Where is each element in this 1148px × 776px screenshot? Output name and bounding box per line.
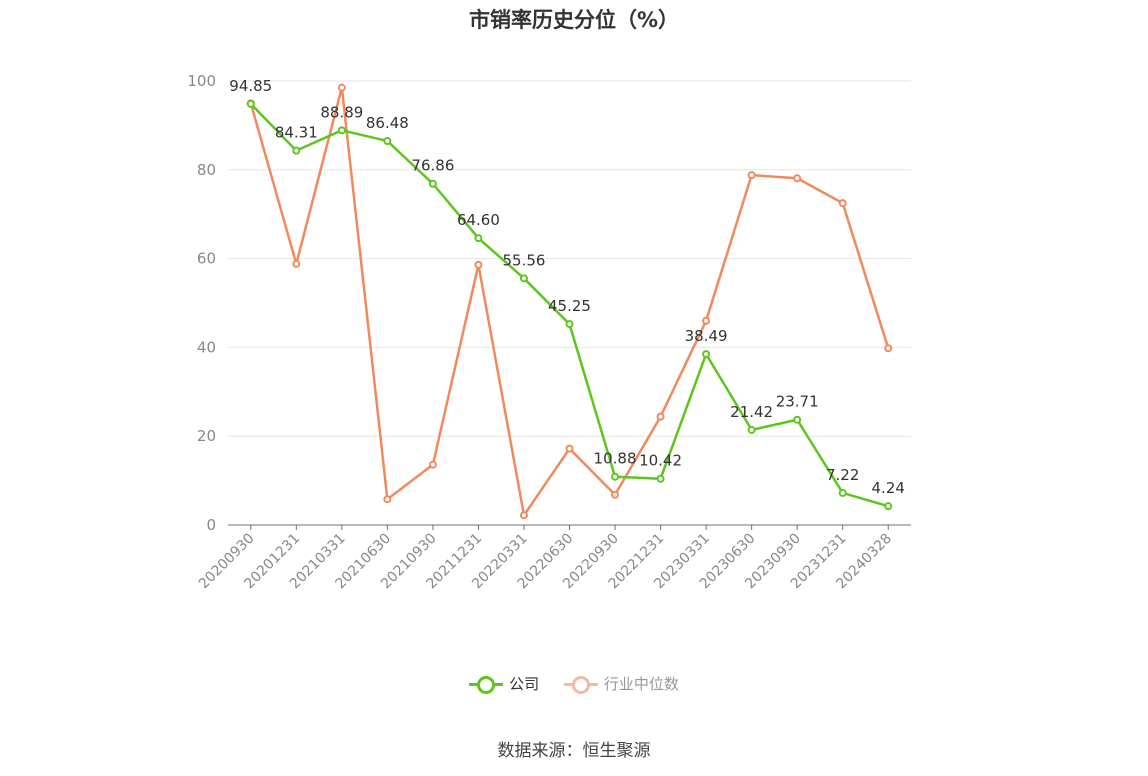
data-point-industry <box>793 174 802 183</box>
data-point-company <box>747 425 756 434</box>
data-point-industry <box>611 490 620 499</box>
data-point-industry <box>292 259 301 268</box>
data-point-industry <box>337 83 346 92</box>
data-point-company <box>884 502 893 511</box>
data-point-industry <box>474 260 483 269</box>
data-label: 84.31 <box>275 124 318 142</box>
data-point-company <box>428 179 437 188</box>
data-label: 38.49 <box>685 327 728 345</box>
data-label: 10.88 <box>594 450 637 468</box>
data-label: 23.71 <box>776 393 819 411</box>
data-point-company <box>292 146 301 155</box>
data-point-industry <box>747 171 756 180</box>
data-label: 45.25 <box>548 297 591 315</box>
data-label: 76.86 <box>411 157 454 175</box>
y-tick-label: 80 <box>197 161 216 179</box>
data-point-company <box>383 137 392 146</box>
legend-industry-label: 行业中位数 <box>603 675 679 693</box>
data-point-company <box>474 234 483 243</box>
legend: 公司 行业中位数 <box>0 673 1148 698</box>
y-tick-label: 60 <box>197 250 216 268</box>
data-label: 10.42 <box>639 452 682 470</box>
data-label: 4.24 <box>872 479 905 497</box>
legend-industry-line-icon <box>563 674 598 694</box>
data-point-company <box>702 350 711 359</box>
y-tick-label: 20 <box>197 427 216 445</box>
data-point-company <box>565 320 574 329</box>
data-label: 21.42 <box>730 403 773 421</box>
legend-item-industry[interactable]: 行业中位数 <box>563 673 679 694</box>
y-tick-label: 40 <box>197 338 216 356</box>
data-label: 55.56 <box>502 251 545 269</box>
data-point-industry <box>838 199 847 208</box>
data-point-industry <box>702 316 711 325</box>
data-label: 86.48 <box>366 114 409 132</box>
chart-title: 市销率历史分位（%） <box>468 8 680 32</box>
data-label: 64.60 <box>457 211 500 229</box>
data-point-company <box>611 472 620 481</box>
data-label: 7.22 <box>826 466 859 484</box>
data-point-company <box>337 126 346 135</box>
data-point-industry <box>383 495 392 504</box>
data-source: 数据来源：恒生聚源 <box>497 741 651 761</box>
y-tick-label: 0 <box>206 516 216 534</box>
data-point-industry <box>519 511 528 520</box>
data-point-industry <box>428 460 437 469</box>
legend-company-label: 公司 <box>509 675 540 693</box>
data-point-company <box>246 99 255 108</box>
legend-item-company[interactable]: 公司 <box>469 673 539 694</box>
y-tick-label: 100 <box>187 72 216 90</box>
data-point-company <box>793 415 802 424</box>
data-point-company <box>838 488 847 497</box>
data-point-industry <box>884 344 893 353</box>
legend-company-line-icon <box>469 674 504 694</box>
data-label: 88.89 <box>320 103 363 121</box>
data-point-industry <box>656 412 665 421</box>
data-point-company <box>519 274 528 283</box>
data-label: 94.85 <box>229 77 272 95</box>
data-point-company <box>656 474 665 483</box>
data-point-industry <box>565 444 574 453</box>
